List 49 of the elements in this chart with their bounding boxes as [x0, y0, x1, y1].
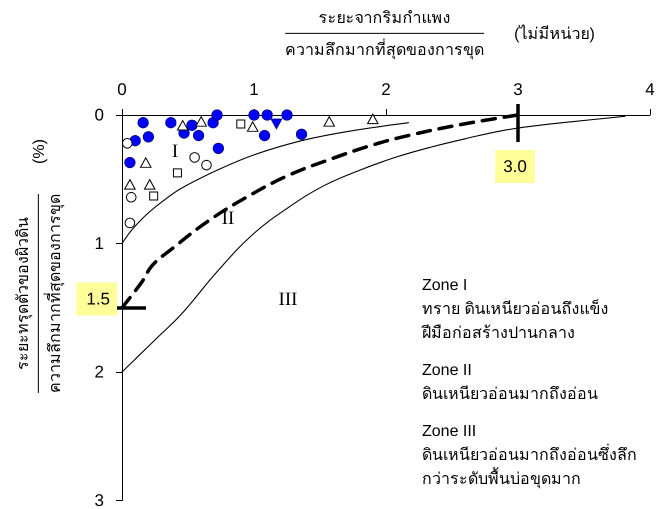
point: [126, 192, 136, 202]
annotation: III: [278, 289, 298, 310]
point: [236, 119, 246, 128]
point: [248, 109, 260, 121]
point: [201, 160, 212, 170]
point: [296, 128, 308, 140]
point: [172, 168, 182, 178]
annotation: 1.5: [86, 290, 110, 308]
point: [281, 109, 293, 121]
point: [189, 152, 200, 163]
annotation: Zone III ดินเหนียวอ่อนมากถึงอ่อนซึ่งลึก กว่าระดับพื้นบ่อขุดมาก: [422, 423, 637, 488]
annotation: Zone II ดินเหนียวอ่อนมากถึงอ่อน: [422, 362, 598, 403]
point: [124, 179, 136, 190]
x-tick-label: 4: [645, 80, 655, 99]
point: [246, 121, 258, 132]
point: [212, 142, 224, 154]
y-tick-label: 1: [94, 234, 104, 253]
x-tick-label: 0: [117, 80, 127, 99]
point: [140, 157, 152, 168]
annotation: I: [172, 141, 178, 162]
point: [149, 191, 158, 200]
point: [144, 179, 156, 190]
annotation: Zone I ทราย ดินเหนียวอ่อนถึงแข็ง ฝีมือก่อสร้างปานกลาง: [422, 277, 608, 342]
x-tick-label: 2: [381, 80, 391, 99]
annotation: 3.0: [503, 157, 527, 176]
point: [122, 138, 133, 149]
point: [270, 118, 282, 130]
text: ระยะทรุดตัวของผิวดิน ความลึกมากที่สุดของการขุด (%): [14, 139, 64, 393]
y-tick-label: 0: [94, 106, 104, 124]
point: [323, 116, 335, 127]
point: [142, 131, 154, 142]
point: [124, 218, 136, 228]
point: [138, 117, 149, 128]
point: [367, 114, 379, 124]
annotation: II: [222, 208, 234, 229]
point: [176, 120, 188, 131]
x-tick-label: 1: [249, 80, 259, 99]
x-tick-label: 3: [513, 80, 523, 99]
point: [165, 117, 176, 128]
point: [211, 109, 223, 121]
point: [124, 156, 136, 168]
point: [195, 116, 207, 127]
y-tick-label: 2: [94, 362, 104, 382]
text: ระยะจากริมกำแพง ความลึกมากที่สุดของการขุด (ไม่มีหน่วย): [285, 10, 595, 60]
point: [192, 130, 204, 142]
y-tick-label: 3: [94, 491, 104, 509]
point: [262, 109, 273, 121]
point: [186, 120, 198, 131]
point: [258, 130, 270, 142]
